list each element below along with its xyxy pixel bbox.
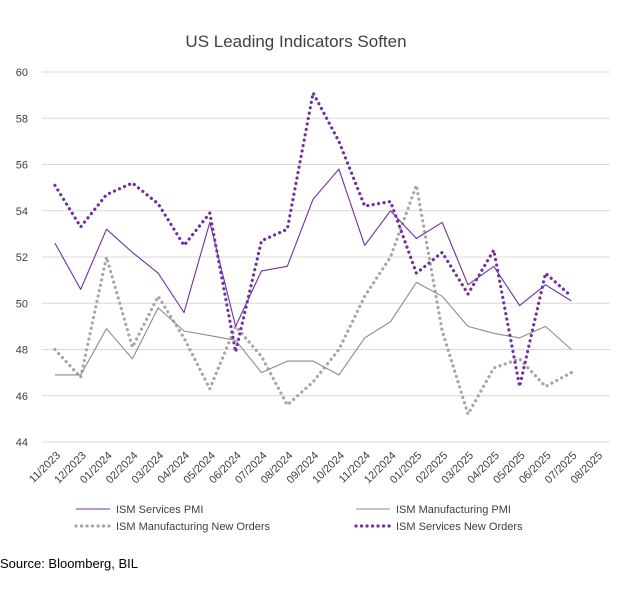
legend-label: ISM Manufacturing New Orders — [116, 521, 271, 533]
gridlines — [42, 71, 610, 443]
y-tick-label: 44 — [16, 437, 28, 449]
source-note: Source: Bloomberg, BIL — [0, 556, 139, 571]
y-tick-label: 60 — [16, 67, 28, 79]
legend-label: ISM Services PMI — [116, 504, 203, 516]
y-tick-label: 58 — [16, 113, 28, 125]
legend: ISM Services PMI ISM Manufacturing PMI ISM… — [74, 504, 523, 533]
series-line-0 — [54, 168, 572, 327]
series-line-2 — [53, 183, 573, 416]
chart-title: US Leading Indicators Soften — [185, 32, 406, 51]
y-tick-label: 46 — [16, 391, 28, 403]
series-line-3 — [53, 91, 573, 389]
y-tick-label: 50 — [16, 298, 28, 310]
series-line-1 — [54, 281, 572, 376]
y-tick-label: 52 — [16, 252, 28, 264]
y-tick-label: 56 — [16, 160, 28, 172]
legend-label: ISM Services New Orders — [396, 521, 523, 533]
y-axis-ticks: 44 46 48 50 52 54 56 58 60 — [16, 67, 28, 449]
y-tick-label: 54 — [16, 206, 28, 218]
legend-label: ISM Manufacturing PMI — [396, 504, 511, 516]
x-axis-ticks: 11/202312/202301/202402/202403/202404/20… — [27, 450, 605, 487]
y-tick-label: 48 — [16, 345, 28, 357]
series-lines — [53, 91, 573, 416]
